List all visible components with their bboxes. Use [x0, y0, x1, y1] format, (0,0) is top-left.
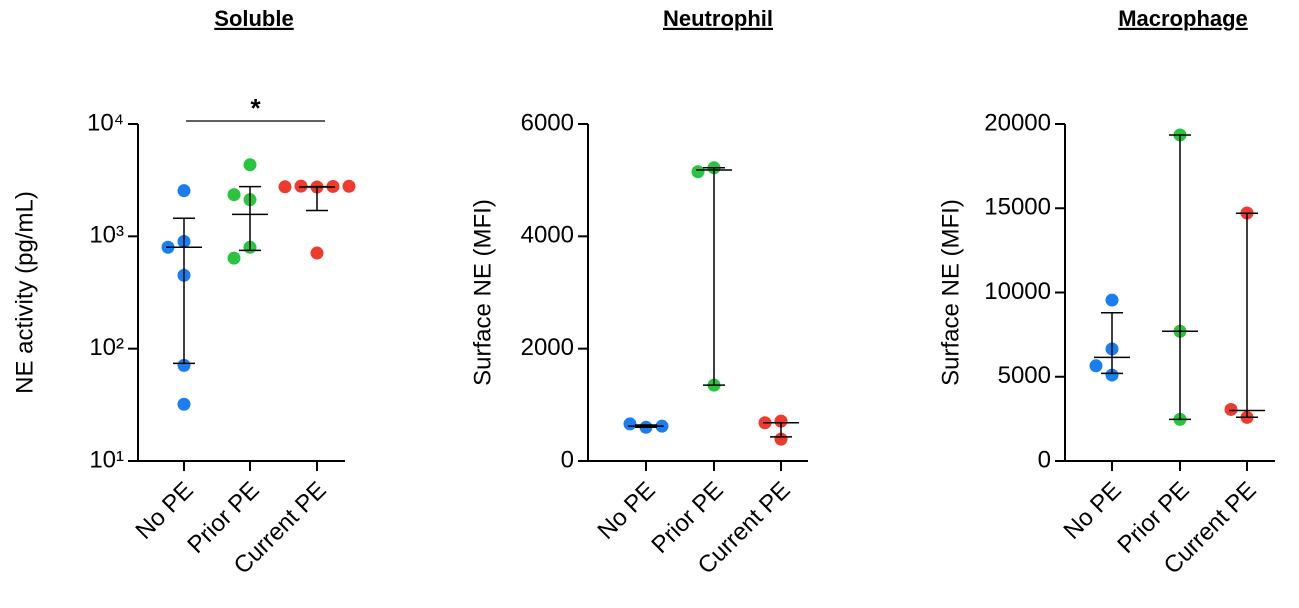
- panel-title: Neutrophil: [663, 6, 773, 31]
- y-tick-label: 6000: [521, 109, 574, 136]
- y-tick-label: 10¹: [89, 446, 124, 473]
- data-point: [227, 188, 241, 202]
- data-point: [691, 165, 705, 179]
- data-point: [310, 246, 324, 260]
- data-point: [177, 184, 191, 198]
- y-tick-label: 0: [1038, 446, 1051, 473]
- y-axis-label: NE activity (pg/mL): [11, 191, 38, 394]
- y-tick-label: 10³: [89, 222, 124, 249]
- data-point: [177, 358, 191, 372]
- data-point: [278, 180, 292, 194]
- panel-title: Macrophage: [1118, 6, 1248, 31]
- data-point: [1105, 293, 1119, 307]
- data-point: [1089, 359, 1103, 373]
- y-axis-label: Surface NE (MFI): [937, 199, 964, 386]
- y-tick-label: 15000: [984, 194, 1051, 221]
- data-point: [1224, 402, 1238, 416]
- data-point: [342, 179, 356, 193]
- data-point: [774, 414, 788, 428]
- y-tick-label: 10⁴: [87, 109, 124, 136]
- y-tick-label: 5000: [998, 362, 1051, 389]
- y-tick-label: 2000: [521, 334, 574, 361]
- y-tick-label: 4000: [521, 222, 574, 249]
- data-point: [294, 179, 308, 193]
- data-point: [177, 397, 191, 411]
- y-tick-label: 20000: [984, 109, 1051, 136]
- y-tick-label: 10²: [89, 334, 124, 361]
- panel-title: Soluble: [214, 6, 293, 31]
- y-tick-label: 10000: [984, 278, 1051, 305]
- data-point: [243, 158, 257, 172]
- y-axis-label: Surface NE (MFI): [469, 199, 496, 386]
- y-tick-label: 0: [561, 446, 574, 473]
- data-point: [1105, 368, 1119, 382]
- data-point: [623, 417, 637, 431]
- data-point: [774, 432, 788, 446]
- data-point: [227, 251, 241, 265]
- significance-label: *: [250, 93, 261, 123]
